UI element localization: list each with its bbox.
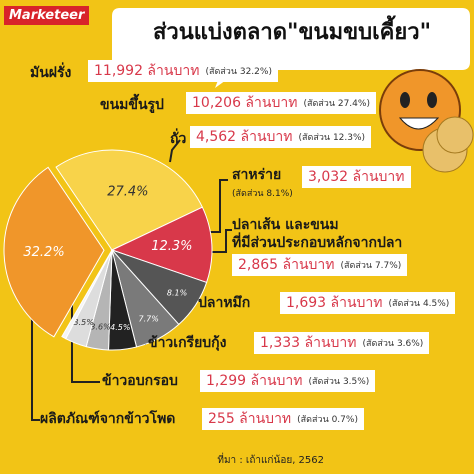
amount-label: 255 ล้านบาท [208,411,292,427]
share-label: (สัดส่วน 3.5%) [308,377,370,387]
share-label: (สัดส่วน 32.2%) [205,67,272,77]
connector [205,179,228,233]
share-label: (สัดส่วน 8.1%) [232,189,293,199]
value-box: 255 ล้านบาท (สัดส่วน 0.7%) [202,408,364,430]
slice-label: 3.6% [90,323,110,332]
value-box: 1,299 ล้านบาท (สัดส่วน 3.5%) [200,370,376,392]
share-label: (สัดส่วน 27.4%) [303,99,370,109]
category-label: ปลาเส้น และขนม ที่มีส่วนประกอบหลักจากปลา [232,217,403,251]
mascot-eye [400,92,410,108]
pie-slice [3,166,105,338]
value-box: 2,865 ล้านบาท (สัดส่วน 7.7%) [232,254,408,276]
amount-label: 1,693 ล้านบาท [286,295,383,311]
share-label: (สัดส่วน 4.5%) [388,299,450,309]
slice-label: 7.7% [139,314,159,323]
value-box: 1,693 ล้านบาท (สัดส่วน 4.5%) [280,292,456,314]
share-label: (สัดส่วน 7.7%) [340,261,402,271]
category-label: ขนมขึ้นรูป [100,97,164,113]
value-box: 11,992 ล้านบาท (สัดส่วน 32.2%) [88,60,278,82]
value-box: 3,032 ล้านบาท [302,166,411,188]
slice-label: 4.5% [110,323,130,332]
category-label: ถั่ว [170,131,187,147]
connector [31,284,40,421]
category-label: ผลิตภัณฑ์จากข้าวโพด [40,411,176,427]
amount-label: 2,865 ล้านบาท [238,257,335,273]
value-box: 10,206 ล้านบาท (สัดส่วน 27.4%) [186,92,376,114]
category-label: ข้าวอบกรอบ [102,373,178,389]
pie-slice [110,206,213,284]
pie-slice [55,149,204,251]
mascot-mouth [398,117,440,130]
brand: Marketeer [4,6,90,25]
mascot-eye [427,92,437,108]
value-box: 1,333 ล้านบาท (สัดส่วน 3.6%) [254,332,430,354]
connector [169,139,181,163]
amount-label: 1,299 ล้านบาท [206,373,303,389]
pie-slice [61,249,113,340]
category-label: ข้าวเกรียบกุ้ง [148,335,227,351]
category-label: สาหร่าย [232,167,282,183]
category-label: มันฝรั่ง [30,65,72,81]
chart-title: ส่วนแบ่งตลาด"ขนมขบเคี้ยว" [152,20,432,45]
source: ที่มา : เถ้าแก่น้อย, 2562 [217,455,324,466]
share-label: (สัดส่วน 12.3%) [298,133,366,143]
connector [200,229,232,253]
amount-label: 3,032 ล้านบาท [308,169,405,185]
slice-label: 8.1% [167,289,187,298]
chip [436,116,474,154]
amount-label: 10,206 ล้านบาท [192,95,298,111]
category-label: ปลาหมึก [198,295,251,311]
slice-label: 27.4% [107,185,148,200]
amount-label: 11,992 ล้านบาท [94,63,200,79]
share-label: (สัดส่วน 3.6%) [362,339,424,349]
share-label: (สัดส่วน 0.7%) [297,415,358,425]
slice-label: 32.2% [23,245,64,260]
value-box: 4,562 ล้านบาท (สัดส่วน 12.3%) [190,126,372,148]
amount-label: 1,333 ล้านบาท [260,335,357,351]
slice-label: 3.5% [74,318,94,327]
slice-label: 12.3% [151,239,192,254]
amount-label: 4,562 ล้านบาท [196,129,293,145]
